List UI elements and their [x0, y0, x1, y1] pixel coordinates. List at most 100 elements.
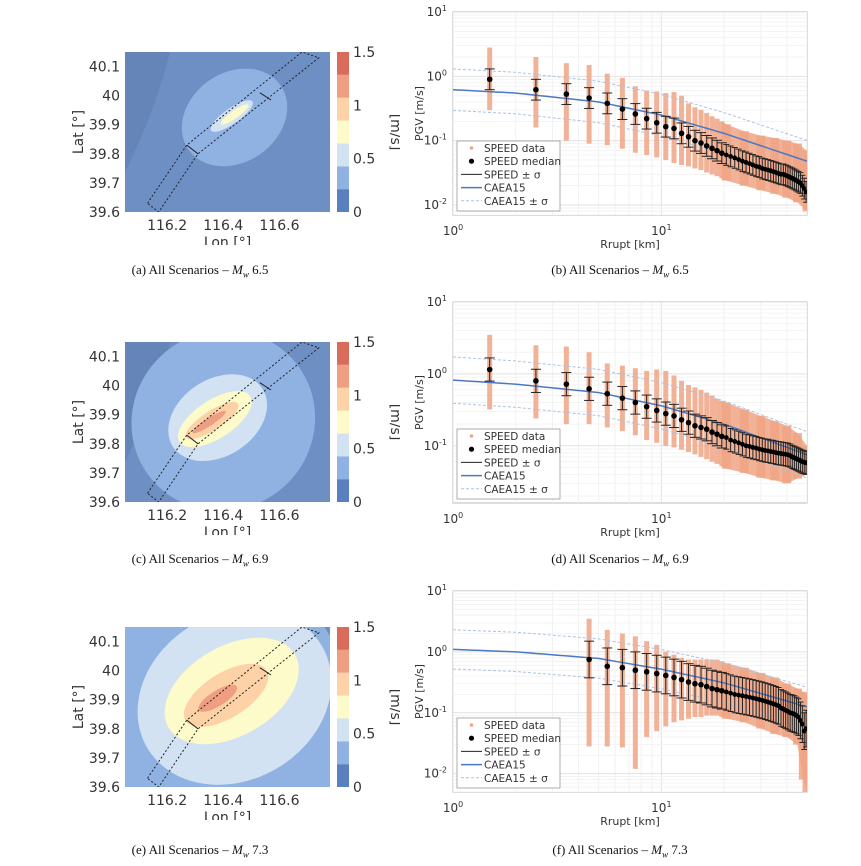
- speed-median-point: [604, 100, 611, 107]
- magnitude-subscript: w: [242, 849, 249, 860]
- speed-median-point: [723, 435, 729, 440]
- legend-entry-label: SPEED median: [484, 733, 561, 745]
- speed-median-point: [678, 676, 685, 683]
- x-axis-label: Lon [°]: [204, 235, 251, 245]
- speed-median-point: [662, 410, 669, 417]
- speed-median-point: [714, 147, 720, 154]
- caption-f: (f) All Scenarios – Mw 7.3: [470, 842, 770, 860]
- lat-tick-label: 40: [102, 89, 120, 105]
- speed-median-point: [803, 189, 807, 195]
- speed-median-point: [798, 717, 803, 723]
- x-axis-label: Lon [°]: [204, 525, 251, 535]
- pgv-contour-1.25: [198, 684, 238, 712]
- lat-tick-label: 39.9: [89, 408, 120, 424]
- lon-tick-label: 116.4: [203, 508, 243, 524]
- fault-segment-divider: [186, 434, 199, 445]
- colorbar-segment: [337, 166, 349, 190]
- legend-entry-label: CAEA15: [484, 471, 526, 483]
- speed-median-point: [698, 140, 704, 146]
- caea15-plus-sigma-line: [453, 629, 807, 688]
- speed-median-point: [728, 437, 734, 443]
- y-tick-label: 10-1: [424, 705, 447, 720]
- y-tick-label: 101: [427, 583, 447, 598]
- legend-entry-label: SPEED data: [484, 431, 545, 443]
- colorbar-segment: [337, 672, 349, 696]
- colorbar-segment: [337, 741, 349, 765]
- speed-median-point: [718, 150, 725, 156]
- speed-median-point: [662, 123, 669, 130]
- y-axis-label: PGV [m/s]: [413, 375, 426, 430]
- speed-median-point: [671, 674, 677, 681]
- colorbar-segment: [337, 387, 349, 411]
- magnitude-symbol: M: [651, 842, 663, 857]
- x-tick-label: 101: [651, 511, 671, 526]
- plot-content: [453, 591, 807, 792]
- speed-median-point: [486, 366, 493, 373]
- x-tick-label: 101: [651, 223, 671, 238]
- speed-median-point: [604, 663, 611, 670]
- magnitude-value: 6.9: [672, 551, 689, 566]
- y-axis-label: PGV [m/s]: [413, 664, 426, 719]
- speed-median-point: [723, 689, 729, 695]
- legend-entry-label: SPEED median: [484, 444, 561, 456]
- legend-symbol-speed-median: [468, 446, 475, 452]
- caption-text: (a) All Scenarios –: [131, 262, 232, 277]
- legend-box: [456, 140, 561, 212]
- y-tick-label: 10-2: [424, 766, 447, 781]
- colorbar-tick-label: 0.5: [353, 152, 375, 168]
- speed-median-point: [563, 91, 570, 97]
- speed-data-column: [632, 636, 638, 769]
- legend-entry-label: SPEED data: [484, 143, 545, 155]
- fault-outline: [147, 342, 320, 502]
- speed-median-point: [678, 416, 685, 423]
- speed-median-point: [718, 433, 725, 440]
- lat-tick-label: 39.7: [89, 176, 120, 192]
- lon-tick-label: 116.2: [147, 793, 187, 809]
- lon-tick-label: 116.6: [259, 793, 299, 809]
- x-axis-label: Rrupt [km]: [600, 815, 660, 828]
- y-tick-label: 10-1: [424, 438, 447, 453]
- colorbar-tick-label: 0.5: [353, 442, 375, 458]
- lat-tick-label: 39.8: [89, 437, 120, 453]
- y-tick-label: 100: [427, 366, 447, 381]
- y-tick-label: 100: [427, 68, 447, 83]
- legend-symbol-speed-median: [468, 735, 475, 741]
- speed-median-point: [563, 381, 570, 387]
- speed-median-point: [736, 440, 742, 446]
- lon-tick-label: 116.6: [259, 218, 299, 234]
- y-axis-label: Lat [°]: [71, 110, 87, 154]
- colorbar-tick-label: 0.5: [353, 727, 375, 743]
- speed-median-point: [709, 685, 715, 692]
- caption-text: (e) All Scenarios –: [131, 842, 232, 857]
- speed-median-point: [685, 133, 692, 140]
- caea15-plus-sigma-line: [453, 68, 807, 141]
- x-axis-label: Lon [°]: [204, 810, 251, 820]
- lat-tick-label: 40.1: [89, 350, 120, 366]
- speed-median-point: [692, 137, 698, 144]
- magnitude-subscript: w: [663, 558, 670, 569]
- speed-median-point: [714, 686, 720, 693]
- speed-median-point: [803, 460, 807, 466]
- lat-tick-label: 40.1: [89, 635, 120, 651]
- magnitude-symbol: M: [232, 262, 243, 277]
- colorbar-segment: [337, 649, 349, 673]
- colorbar-label: [m/s]: [387, 114, 400, 151]
- caption-d: (d) All Scenarios – Mw 6.9: [470, 551, 770, 569]
- speed-data-column: [604, 629, 610, 747]
- colorbar-tick-label: 0: [353, 780, 362, 796]
- speed-median-point: [714, 431, 720, 437]
- magnitude-subscript: w: [242, 558, 249, 569]
- colorbar-segment: [337, 627, 349, 650]
- colorbar-segment: [337, 120, 349, 144]
- speed-median-point: [632, 111, 639, 117]
- legend-entry-label: SPEED ± σ: [484, 457, 541, 469]
- speed-median-point: [740, 441, 745, 447]
- lat-tick-label: 40: [102, 664, 120, 680]
- legend-entry-label: CAEA15: [484, 760, 526, 772]
- y-axis-label: Lat [°]: [71, 685, 87, 729]
- speed-median-point: [732, 692, 738, 697]
